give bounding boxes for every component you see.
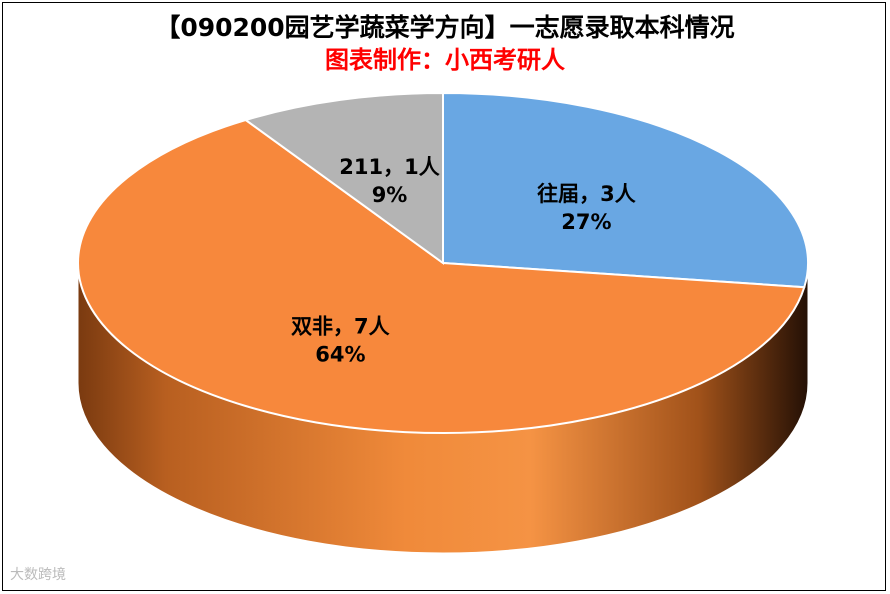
chart-subtitle: 图表制作：小西考研人 [325,46,565,74]
pie-labels: 往届，3人 27% 双非，7人 64% 211，1人 9% [291,155,636,366]
slice-label-2: 211，1人 [339,155,439,179]
slice-label-0: 往届，3人 [537,182,636,206]
chart-title: 【090200园艺学蔬菜学方向】一志愿录取本科情况 [155,13,735,42]
slice-percent-1: 64% [315,342,365,366]
pie-slice-1 [77,118,806,434]
slice-label-1: 双非，7人 [291,314,390,338]
slice-percent-2: 9% [372,183,408,207]
slice-percent-0: 27% [561,210,611,234]
watermark: 大数跨境 [10,567,66,583]
pie-slice-2 [243,91,444,265]
pie-slice-0 [442,91,809,289]
pie-slices [77,91,809,434]
